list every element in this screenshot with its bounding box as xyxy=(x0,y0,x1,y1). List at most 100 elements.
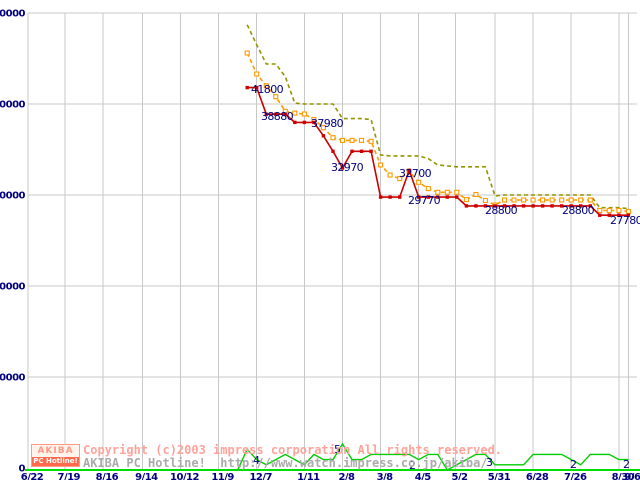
series-shop-count xyxy=(237,442,629,471)
data-point-marker xyxy=(425,186,431,192)
data-point-marker xyxy=(540,197,546,203)
series-line-highest-price xyxy=(246,24,629,210)
x-tick-label: 6/22 xyxy=(21,472,44,480)
data-point-marker xyxy=(312,120,316,125)
price-annotation: 32700 xyxy=(399,167,432,180)
price-annotation: 27780 xyxy=(610,214,640,227)
data-point-marker xyxy=(416,179,422,185)
data-point-marker xyxy=(331,149,335,153)
data-point-marker xyxy=(607,213,611,217)
y-tick-label: 40000 xyxy=(0,100,26,111)
shop-count-annotations: 4 5 2 3 2 2 xyxy=(253,443,630,472)
data-point-marker xyxy=(283,112,287,116)
logo-akiba-text: AKIBA xyxy=(37,446,74,456)
data-point-marker xyxy=(625,208,631,214)
data-point-marker xyxy=(339,137,346,143)
x-tick-label: 5/31 xyxy=(488,472,511,480)
data-point-marker xyxy=(378,195,383,199)
data-point-marker xyxy=(512,204,516,208)
data-point-marker xyxy=(540,204,545,208)
x-tick-label: 5/2 xyxy=(451,472,468,480)
akiba-pc-hotline-logo: AKIBA PC Hotline! xyxy=(31,444,80,467)
y-tick-label: 50000 xyxy=(0,9,26,20)
data-point-marker xyxy=(255,85,259,90)
data-point-marker xyxy=(435,189,441,195)
series-line-shop-count xyxy=(237,442,629,471)
shop-count-annotation: 2 xyxy=(570,458,577,471)
data-point-marker xyxy=(483,204,488,208)
data-point-marker xyxy=(473,191,479,198)
data-point-marker xyxy=(274,112,278,116)
data-point-marker xyxy=(474,204,478,208)
data-point-marker xyxy=(598,213,602,217)
data-point-marker xyxy=(521,204,526,208)
shop-count-annotation: 2 xyxy=(409,459,416,472)
data-point-marker xyxy=(560,204,564,208)
shop-count-annotation: 5 xyxy=(334,443,341,456)
series-lowest-price xyxy=(245,85,631,217)
x-axis-labels: 6/22 7/19 8/16 9/14 10/12 11/9 12/7 1/11 2/8 3/8 4… xyxy=(21,472,640,480)
data-point-marker xyxy=(417,195,421,199)
data-point-marker xyxy=(445,195,449,199)
data-point-marker xyxy=(559,197,565,203)
data-point-marker xyxy=(444,189,450,195)
x-tick-label: 8/30 xyxy=(612,472,635,480)
vertical-gridlines xyxy=(27,13,629,470)
series-average-price xyxy=(244,50,631,214)
data-point-marker xyxy=(579,204,583,208)
y-axis-labels: 0 10000 20000 30000 40000 50000 xyxy=(0,9,26,475)
y-tick-label: 10000 xyxy=(0,373,26,384)
x-tick-label: 8/16 xyxy=(96,472,119,480)
x-tick-label: 1/11 xyxy=(297,472,320,480)
x-tick-label: 4/5 xyxy=(415,472,432,480)
data-point-marker xyxy=(388,195,392,199)
data-point-marker xyxy=(606,207,612,214)
data-point-marker xyxy=(464,204,469,208)
data-point-marker xyxy=(273,94,279,100)
x-tick-label: 10/12 xyxy=(170,472,200,480)
data-point-marker xyxy=(368,138,374,144)
data-point-marker xyxy=(350,149,354,153)
price-annotation: 38880 xyxy=(261,110,294,123)
price-annotation: 32970 xyxy=(331,161,364,174)
data-point-marker xyxy=(426,195,430,199)
x-tick-label: 2/8 xyxy=(338,472,355,480)
data-point-marker xyxy=(530,197,536,203)
data-point-marker xyxy=(455,195,459,199)
price-annotation: 41800 xyxy=(251,83,284,96)
data-point-marker xyxy=(330,135,336,141)
data-point-marker xyxy=(254,71,260,77)
x-tick-label: 7/26 xyxy=(564,472,587,480)
horizontal-gridlines xyxy=(28,12,637,378)
x-tick-label: 11/9 xyxy=(211,472,234,480)
y-tick-label: 0 xyxy=(19,464,26,475)
data-point-marker xyxy=(568,197,574,203)
price-annotation: 29770 xyxy=(408,194,441,207)
data-point-marker xyxy=(502,204,507,208)
x-tick-label: 12/7 xyxy=(249,472,272,480)
data-point-marker xyxy=(387,172,393,178)
y-tick-label: 30000 xyxy=(0,191,26,202)
data-point-marker xyxy=(521,197,527,203)
price-annotation: 37980 xyxy=(311,117,344,130)
data-point-marker xyxy=(436,195,440,199)
data-point-marker xyxy=(626,213,631,217)
x-tick-label: 3/8 xyxy=(377,472,394,480)
logo-pc-hotline-bar: PC Hotline! xyxy=(32,457,79,466)
data-point-marker xyxy=(321,134,326,138)
data-point-marker xyxy=(578,197,584,203)
data-point-marker xyxy=(244,50,250,56)
x-tick-label: 7/19 xyxy=(57,472,80,480)
data-point-marker xyxy=(597,207,603,214)
price-annotations: 41800 38880 37980 32970 32700 29770 28800 28800… xyxy=(251,83,640,227)
data-point-marker xyxy=(569,204,573,208)
data-point-marker xyxy=(245,85,249,90)
data-point-marker xyxy=(454,189,460,195)
site-url-text: AKIBA PC Hotline! http://www.watch.impre… xyxy=(83,456,488,470)
price-annotation: 28800 xyxy=(562,204,595,217)
data-point-marker xyxy=(588,204,592,208)
data-point-marker xyxy=(320,125,326,131)
data-point-marker xyxy=(301,111,307,117)
